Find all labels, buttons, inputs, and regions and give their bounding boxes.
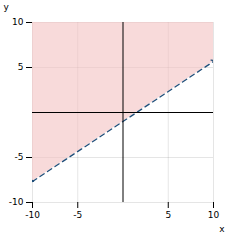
svg-text:10: 10 [12, 17, 24, 27]
svg-text:x: x [219, 224, 225, 234]
svg-text:-5: -5 [73, 210, 82, 220]
svg-text:y: y [4, 2, 10, 12]
svg-text:5: 5 [165, 210, 171, 220]
svg-text:-5: -5 [15, 152, 24, 162]
svg-text:-10: -10 [9, 197, 24, 207]
svg-text:10: 10 [208, 210, 220, 220]
svg-text:5: 5 [18, 62, 24, 72]
svg-text:-10: -10 [25, 210, 40, 220]
